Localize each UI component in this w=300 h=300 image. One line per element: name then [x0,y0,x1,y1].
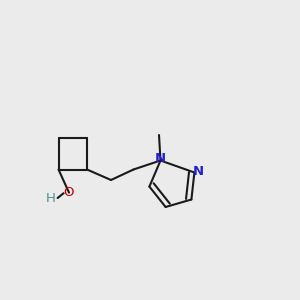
Text: H: H [46,192,56,205]
Text: N: N [193,165,204,178]
Text: O: O [64,186,74,199]
Text: N: N [155,152,166,165]
